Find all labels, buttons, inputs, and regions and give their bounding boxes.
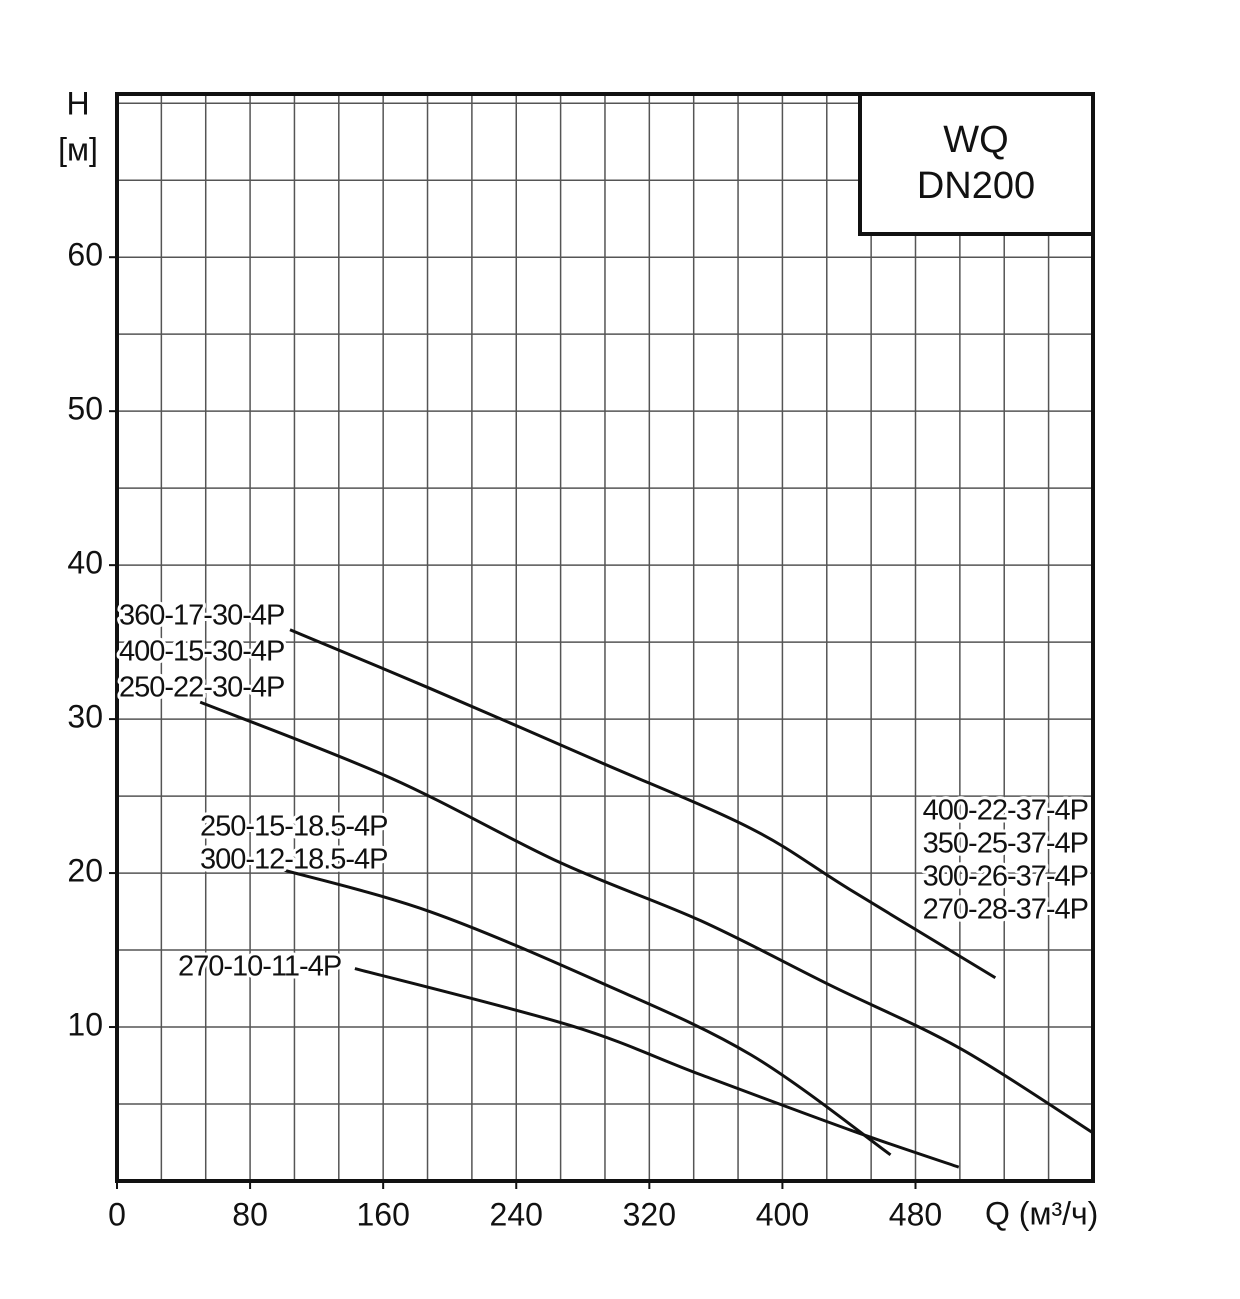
curve: [354, 967, 960, 1169]
curve-label: 300-12-18.5-4P: [200, 844, 388, 876]
x-tick-label: 160: [356, 1196, 409, 1232]
curve-label: 400-22-37-4P: [923, 795, 1088, 827]
y-tick-label: 30: [67, 699, 103, 735]
x-tick-label: 400: [756, 1196, 809, 1232]
x-tick-label: 240: [490, 1196, 543, 1232]
curve-label: 360-17-30-4P: [119, 600, 284, 632]
x-tick-label: 80: [232, 1196, 268, 1232]
y-tick-label: 60: [67, 237, 103, 273]
curve-label: 300-26-37-4P: [923, 861, 1088, 893]
x-axis-label: Q (м³/ч): [985, 1195, 1098, 1231]
curve-label: 400-15-30-4P: [119, 636, 284, 668]
y-axis-label: H: [66, 85, 89, 121]
title-text: DN200: [917, 165, 1035, 207]
y-tick-label: 50: [67, 391, 103, 427]
x-tick-label: 480: [889, 1196, 942, 1232]
curve: [282, 868, 892, 1157]
y-tick-label: 10: [67, 1006, 103, 1042]
plot-frame: [115, 92, 1095, 1183]
curve: [199, 700, 1095, 1135]
curve: [289, 628, 997, 980]
title-text: WQ: [943, 119, 1008, 161]
curve-label: 350-25-37-4P: [923, 828, 1088, 860]
y-tick-label: 40: [67, 545, 103, 581]
curve-label: 250-22-30-4P: [119, 672, 284, 704]
curve-label: 270-10-11-4P: [178, 951, 341, 983]
y-axis-unit: [м]: [58, 131, 98, 167]
curve-label: 250-15-18.5-4P: [200, 811, 388, 843]
curve-label: 270-28-37-4P: [923, 894, 1088, 926]
title-box: [858, 92, 1095, 236]
y-tick-label: 20: [67, 853, 103, 889]
x-tick-label: 0: [108, 1196, 126, 1232]
x-tick-label: 320: [623, 1196, 676, 1232]
